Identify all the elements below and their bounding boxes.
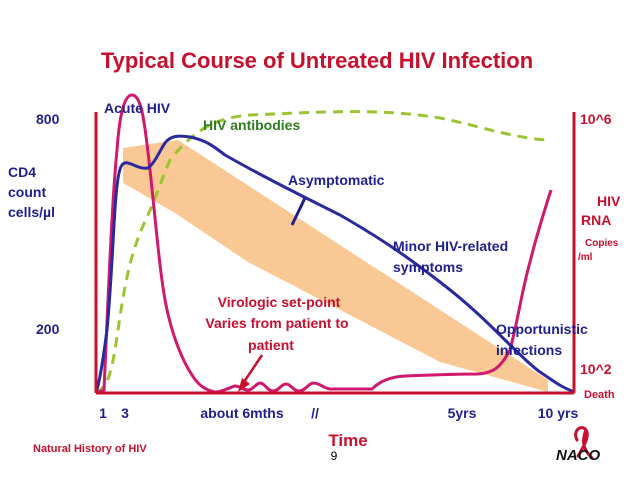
- opportunistic-line-1: Opportunistic: [496, 321, 588, 337]
- setpoint-line-1: Virologic set-point: [218, 294, 341, 310]
- logo-text: NACO: [556, 447, 600, 464]
- left-axis-label-line-1: CD4: [8, 164, 36, 180]
- naco-logo: NACO: [556, 426, 600, 464]
- cd4-decline-shading: [123, 140, 548, 392]
- right-axis-end-label: Death: [584, 389, 615, 401]
- asymptomatic-marker: [290, 197, 307, 226]
- x-tick-break: //: [311, 405, 319, 421]
- chart-title: Typical Course of Untreated HIV Infectio…: [101, 48, 533, 73]
- x-tick-10yrs: 10 yrs: [538, 405, 579, 421]
- right-tick-10e2: 10^2: [580, 361, 612, 377]
- antibody-line: [95, 110, 546, 394]
- x-tick-3: 3: [121, 405, 129, 421]
- page-number: 9: [331, 449, 338, 463]
- minor-symptoms-line-2: symptoms: [393, 259, 463, 275]
- opportunistic-line-2: infections: [496, 342, 562, 358]
- x-tick-1: 1: [99, 405, 107, 421]
- asymptomatic-label: Asymptomatic: [288, 172, 385, 188]
- right-axis-unit-line-2: /ml: [578, 252, 593, 263]
- minor-symptoms-line-1: Minor HIV-related: [393, 238, 508, 254]
- left-axis-label-line-3: cells/µl: [8, 204, 55, 220]
- x-tick-6mths: about 6mths: [200, 405, 283, 421]
- right-axis-unit-line-1: Copies: [585, 238, 619, 249]
- left-tick-800: 800: [36, 111, 60, 127]
- right-tick-10e6: 10^6: [580, 111, 612, 127]
- setpoint-arrow-head: [238, 378, 250, 392]
- viral-rna-line: [95, 93, 553, 395]
- setpoint-line-3: patient: [248, 337, 294, 353]
- setpoint-arrow-line: [242, 354, 264, 383]
- footer-label: Natural History of HIV: [33, 443, 147, 455]
- x-tick-5yrs: 5yrs: [448, 405, 477, 421]
- hiv-antibodies-label: HIV antibodies: [203, 117, 300, 133]
- x-axis-label: Time: [328, 431, 367, 450]
- right-axis-label-line-2: RNA: [581, 212, 611, 228]
- red-ribbon-icon: [574, 426, 594, 460]
- setpoint-line-2: Varies from patient to: [205, 315, 348, 331]
- acute-hiv-label: Acute HIV: [104, 100, 171, 116]
- left-axis-label-line-2: count: [8, 184, 46, 200]
- cd4-count-line: [94, 134, 576, 394]
- right-axis-label-line-1: HIV: [597, 193, 621, 209]
- left-tick-200: 200: [36, 321, 60, 337]
